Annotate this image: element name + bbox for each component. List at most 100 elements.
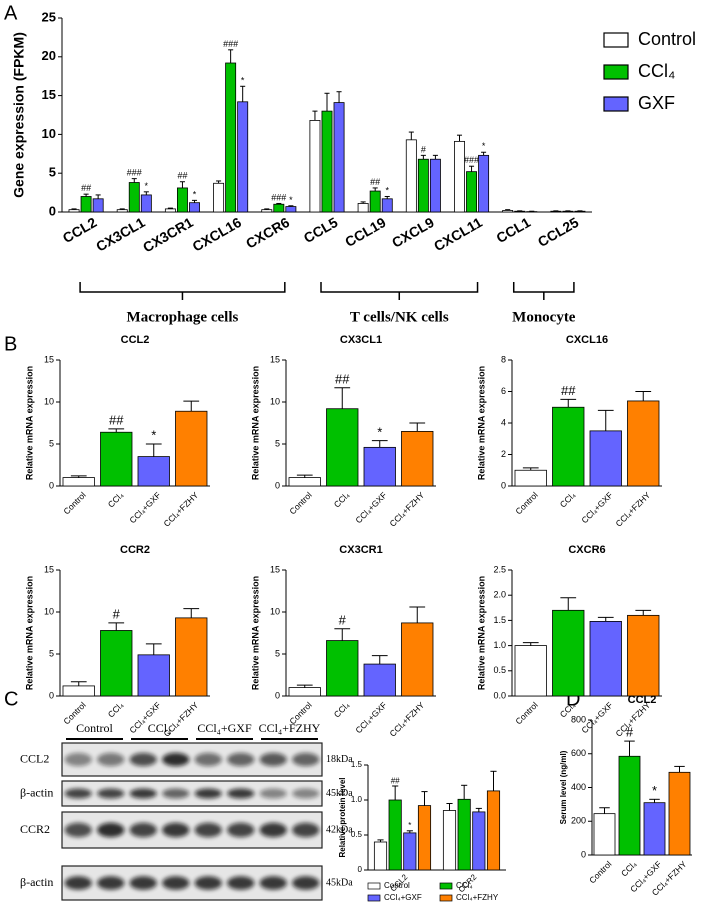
chart-title: CX3CR1 <box>339 544 382 556</box>
bar <box>237 101 249 213</box>
panel-letter: B <box>4 333 17 355</box>
bar <box>442 810 457 871</box>
y-tick-label: 5 <box>275 438 280 448</box>
bar <box>326 640 359 697</box>
y-tick-label: 2 <box>501 449 506 459</box>
bar <box>552 406 585 487</box>
blot-band <box>194 822 222 838</box>
protein-label: β-actin <box>20 875 53 889</box>
significance-mark: * <box>145 181 149 191</box>
bar <box>164 208 176 213</box>
significance-mark: # <box>339 612 347 627</box>
size-label: 18kDa <box>326 754 353 765</box>
bar <box>92 198 104 213</box>
bar <box>417 158 429 213</box>
bar <box>593 813 616 856</box>
x-tick-label: CCL19 <box>342 214 389 250</box>
blot-band <box>162 822 190 838</box>
bar <box>100 431 133 487</box>
y-axis-title: Relative mRNA expression <box>476 576 486 690</box>
y-tick-label: 10 <box>270 396 280 406</box>
significance-mark: ## <box>561 383 576 398</box>
bar <box>417 805 432 871</box>
blot-band <box>97 876 125 890</box>
blot-band <box>129 822 157 838</box>
blot-band <box>292 876 320 890</box>
bar <box>403 832 417 871</box>
y-tick-label: 0.0 <box>493 690 506 700</box>
significance-mark: ## <box>391 776 400 785</box>
y-tick-label: 25 <box>42 9 56 24</box>
y-tick-label: 15 <box>270 564 280 574</box>
bar <box>137 456 170 487</box>
lane-group-label: Control <box>76 721 113 735</box>
blot-band <box>227 822 255 838</box>
significance-mark: * <box>241 75 245 85</box>
x-tick-label: CCl₄+FZHY <box>388 490 427 529</box>
blot-band <box>64 752 92 767</box>
y-tick-label: 10 <box>44 606 54 616</box>
bar <box>62 477 95 487</box>
chart-title: CCL2 <box>628 694 657 706</box>
x-tick-label: CCl₄+GXF <box>579 490 614 525</box>
y-axis-title: Relative mRNA expression <box>250 576 260 690</box>
bar <box>285 206 297 213</box>
bar <box>363 663 396 697</box>
bar <box>128 182 140 213</box>
legend-label: CCl₄ <box>638 61 675 81</box>
bar <box>357 203 369 213</box>
x-tick-label: CXCL9 <box>389 214 437 251</box>
significance-mark: ### <box>223 39 238 49</box>
blot-band <box>259 752 287 767</box>
group-bracket <box>320 282 479 300</box>
y-axis-title: Relative mRNA expression <box>24 576 34 690</box>
bar <box>514 210 526 213</box>
y-tick-label: 0 <box>501 480 506 490</box>
blot-band <box>162 752 190 767</box>
legend-swatch <box>367 882 381 890</box>
y-tick-label: 10 <box>44 396 54 406</box>
bar <box>273 203 285 213</box>
x-tick-label: CCl₄+GXF <box>127 490 162 525</box>
bar <box>213 182 225 213</box>
blot-band <box>292 752 320 767</box>
y-tick-label: 800 <box>571 714 586 724</box>
bar <box>369 190 381 213</box>
bar <box>225 62 237 213</box>
group-label: Monocyte <box>512 309 576 325</box>
x-tick-label: CCl₄ <box>106 700 126 720</box>
significance-mark: ## <box>109 413 124 428</box>
blot-band <box>194 788 222 799</box>
lane-group-label: CCl₄+GXF <box>197 721 252 735</box>
y-tick-label: 5 <box>49 165 56 180</box>
y-tick-label: 0.5 <box>493 665 506 675</box>
x-tick-label: CCL5 <box>301 214 341 246</box>
significance-mark: ## <box>81 183 91 193</box>
bar <box>514 469 547 487</box>
chart-title: CCR2 <box>120 544 150 556</box>
legend-label: Control <box>384 881 410 890</box>
blot-band <box>259 876 287 890</box>
bar <box>309 120 321 213</box>
y-axis-title: Gene expression (FPKM) <box>11 32 27 198</box>
significance-mark: # <box>626 725 634 740</box>
y-tick-label: 10 <box>42 126 56 141</box>
bar <box>388 799 402 871</box>
y-axis-title: Relative mRNA expression <box>24 366 34 480</box>
blot-band <box>227 876 255 890</box>
significance-mark: * <box>482 141 486 151</box>
group-bracket <box>79 282 286 300</box>
legend-swatch <box>439 894 453 902</box>
x-tick-label: Control <box>61 490 88 517</box>
bar <box>472 811 486 871</box>
lane-group-label: CCl₄+FZHY <box>259 721 321 735</box>
significance-mark: * <box>193 189 197 199</box>
y-tick-label: 2.0 <box>493 590 506 600</box>
significance-mark: * <box>408 821 411 830</box>
blot-band <box>227 788 255 799</box>
blot-band <box>292 788 320 799</box>
x-tick-label: CCl₄+FZHY <box>162 490 201 529</box>
y-tick-label: 1.5 <box>493 615 506 625</box>
x-tick-label: CCl₄+GXF <box>353 700 388 735</box>
significance-mark: ## <box>370 177 380 187</box>
